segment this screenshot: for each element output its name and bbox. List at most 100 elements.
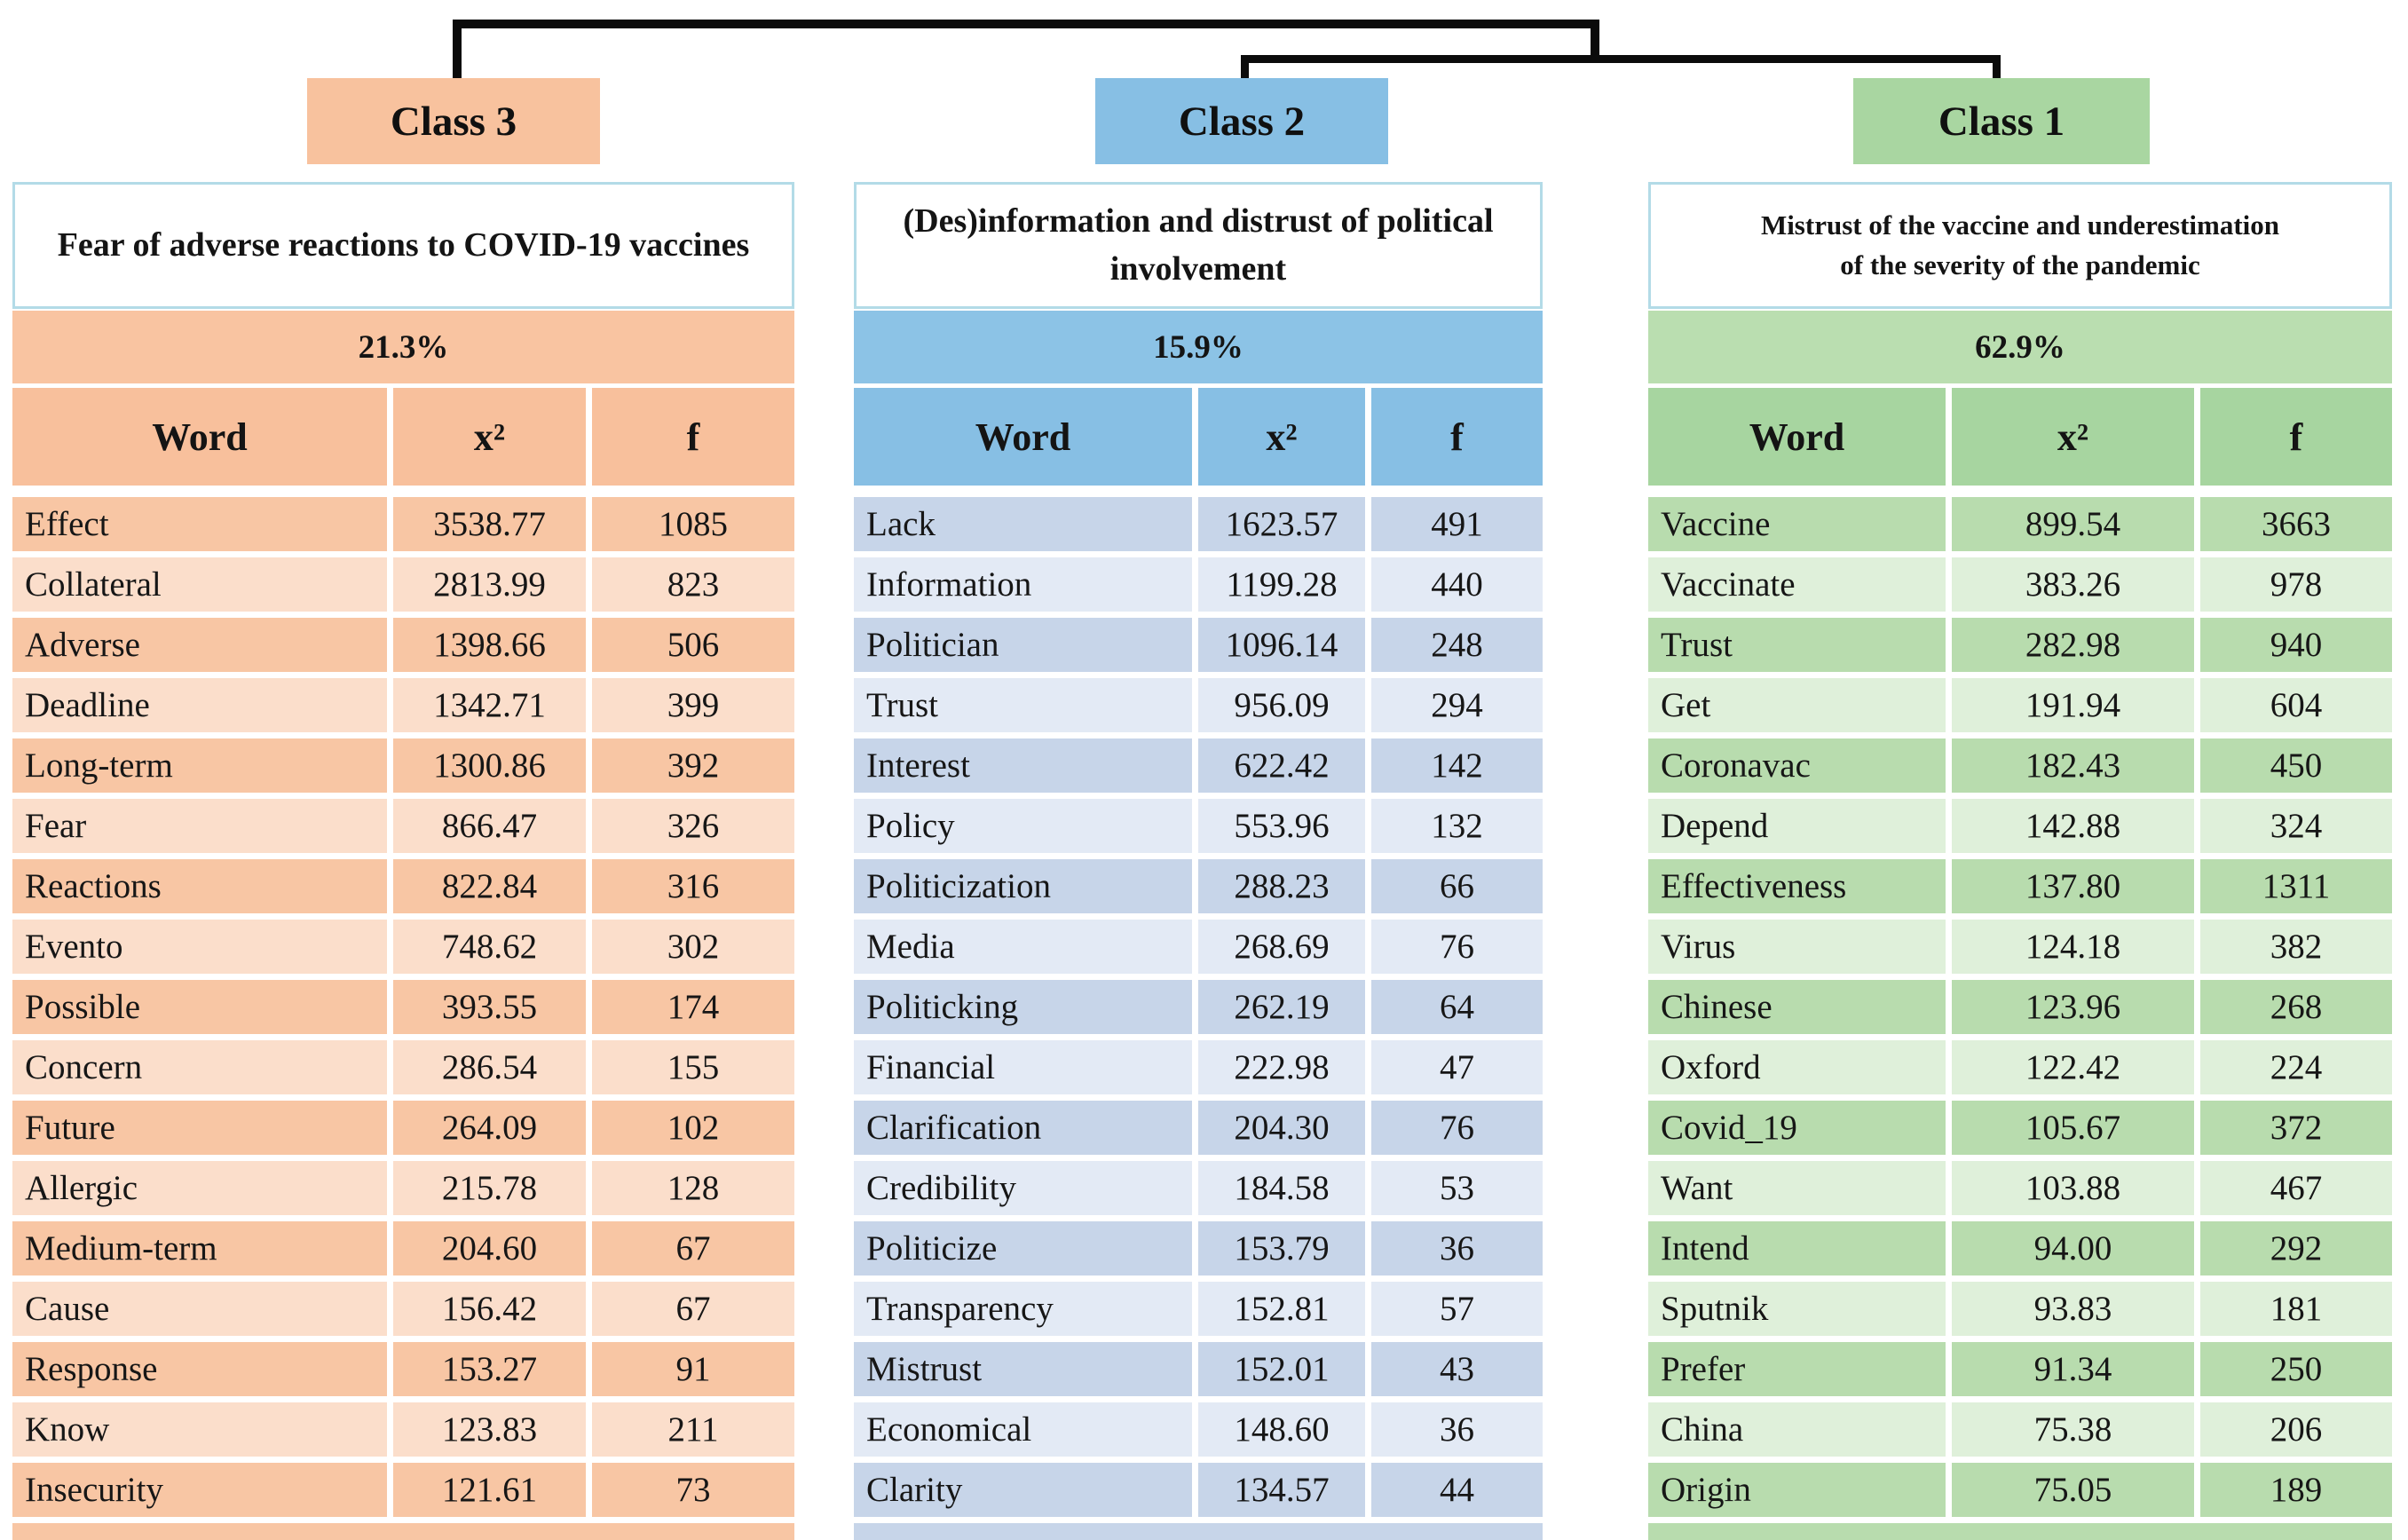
chi2-cell: 3538.77 — [393, 497, 586, 551]
freq-cell: 3663 — [2200, 497, 2392, 551]
chi2-cell: 822.84 — [393, 859, 586, 913]
freq-cell: 604 — [2200, 678, 2392, 732]
freq-cell: 66 — [1371, 859, 1543, 913]
class3-table-body: Effect 3538.77 1085 Collateral 2813.99 823 Adv… — [12, 497, 794, 1523]
word-cell: Credibility — [854, 1161, 1192, 1215]
freq-cell: 506 — [592, 618, 794, 672]
freq-cell: 181 — [2200, 1282, 2392, 1336]
freq-cell: 67 — [592, 1221, 794, 1275]
table-row: Fear 866.47 326 — [12, 799, 794, 853]
table-row: Politician 1096.14 248 — [854, 618, 1543, 672]
class1-header-row: Word x² f — [1648, 388, 2392, 486]
chi2-cell: 1199.28 — [1198, 557, 1365, 612]
chi2-cell: 286.54 — [393, 1040, 586, 1094]
chi2-column-header: x² — [393, 388, 586, 486]
table-row: Intend 94.00 292 — [1648, 1221, 2392, 1275]
chi2-cell: 156.42 — [393, 1282, 586, 1336]
word-cell: Politician — [854, 618, 1192, 672]
word-cell: Want — [1648, 1161, 1946, 1215]
table-row: Virus 124.18 382 — [1648, 920, 2392, 974]
freq-cell: 294 — [1371, 678, 1543, 732]
freq-cell: 211 — [592, 1402, 794, 1457]
table-row: Chinese 123.96 268 — [1648, 980, 2392, 1034]
class1-table-body: Vaccine 899.54 3663 Vaccinate 383.26 978 Trust… — [1648, 497, 2392, 1523]
chi2-cell: 124.18 — [1952, 920, 2194, 974]
freq-cell: 392 — [592, 738, 794, 793]
table-row: Reactions 822.84 316 — [12, 859, 794, 913]
freq-column-header: f — [1371, 388, 1543, 486]
word-column-header: Word — [1648, 388, 1946, 486]
freq-cell: 978 — [2200, 557, 2392, 612]
freq-cell: 206 — [2200, 1402, 2392, 1457]
freq-cell: 450 — [2200, 738, 2392, 793]
word-cell: Chinese — [1648, 980, 1946, 1034]
chi2-cell: 1342.71 — [393, 678, 586, 732]
chi2-cell: 123.83 — [393, 1402, 586, 1457]
freq-cell: 1085 — [592, 497, 794, 551]
table-row: Clarity 134.57 44 — [854, 1463, 1543, 1517]
word-cell: Trust — [854, 678, 1192, 732]
table-row: Insecurity 121.61 73 — [12, 1463, 794, 1517]
class3-percentage: 21.3% — [12, 311, 794, 383]
table-row: Allergic 215.78 128 — [12, 1161, 794, 1215]
table-row: Information 1199.28 440 — [854, 557, 1543, 612]
word-cell: Effect — [12, 497, 387, 551]
freq-cell: 326 — [592, 799, 794, 853]
word-cell: Cause — [12, 1282, 387, 1336]
word-cell: Concern — [12, 1040, 387, 1094]
table-row: Covid_19 105.67 372 — [1648, 1101, 2392, 1155]
freq-cell: 174 — [592, 980, 794, 1034]
table-row: Politicking 262.19 64 — [854, 980, 1543, 1034]
freq-cell: 248 — [1371, 618, 1543, 672]
table-row: Politicize 153.79 36 — [854, 1221, 1543, 1275]
chi2-cell: 268.69 — [1198, 920, 1365, 974]
word-cell: Adverse — [12, 618, 387, 672]
class2-header-row: Word x² f — [854, 388, 1543, 486]
freq-cell: 128 — [592, 1161, 794, 1215]
table-row: Effectiveness 137.80 1311 — [1648, 859, 2392, 913]
freq-cell: 250 — [2200, 1342, 2392, 1396]
word-cell: Economical — [854, 1402, 1192, 1457]
freq-cell: 399 — [592, 678, 794, 732]
table-row: Trust 282.98 940 — [1648, 618, 2392, 672]
chi2-cell: 123.96 — [1952, 980, 2194, 1034]
freq-cell: 467 — [2200, 1161, 2392, 1215]
class1-label: Class 1 — [1853, 78, 2150, 164]
chi2-cell: 142.88 — [1952, 799, 2194, 853]
class3-title-box: Fear of adverse reactions to COVID-19 va… — [12, 182, 794, 309]
chi2-cell: 153.27 — [393, 1342, 586, 1396]
freq-cell: 57 — [1371, 1282, 1543, 1336]
word-cell: Medium-term — [12, 1221, 387, 1275]
freq-cell: 132 — [1371, 799, 1543, 853]
chi2-cell: 94.00 — [1952, 1221, 2194, 1275]
freq-cell: 91 — [592, 1342, 794, 1396]
chi2-cell: 282.98 — [1952, 618, 2194, 672]
word-cell: Get — [1648, 678, 1946, 732]
word-cell: Covid_19 — [1648, 1101, 1946, 1155]
freq-cell: 36 — [1371, 1402, 1543, 1457]
chi2-cell: 137.80 — [1952, 859, 2194, 913]
chi2-cell: 75.05 — [1952, 1463, 2194, 1517]
dendrogram-class3-drop-line — [453, 20, 462, 80]
class2-cutoff-row — [854, 1523, 1543, 1540]
chi2-cell: 383.26 — [1952, 557, 2194, 612]
freq-cell: 324 — [2200, 799, 2392, 853]
word-cell: Prefer — [1648, 1342, 1946, 1396]
word-cell: Evento — [12, 920, 387, 974]
chi2-cell: 204.30 — [1198, 1101, 1365, 1155]
word-cell: Collateral — [12, 557, 387, 612]
word-cell: Origin — [1648, 1463, 1946, 1517]
freq-cell: 47 — [1371, 1040, 1543, 1094]
word-cell: Clarification — [854, 1101, 1192, 1155]
freq-cell: 292 — [2200, 1221, 2392, 1275]
chi2-cell: 182.43 — [1952, 738, 2194, 793]
chi2-cell: 288.23 — [1198, 859, 1365, 913]
freq-cell: 268 — [2200, 980, 2392, 1034]
chi2-cell: 191.94 — [1952, 678, 2194, 732]
word-cell: Future — [12, 1101, 387, 1155]
table-row: Clarification 204.30 76 — [854, 1101, 1543, 1155]
chi2-cell: 103.88 — [1952, 1161, 2194, 1215]
class1-column: Class 1 Mistrust of the vaccine and unde… — [1648, 0, 2392, 1540]
word-cell: Mistrust — [854, 1342, 1192, 1396]
table-row: Response 153.27 91 — [12, 1342, 794, 1396]
